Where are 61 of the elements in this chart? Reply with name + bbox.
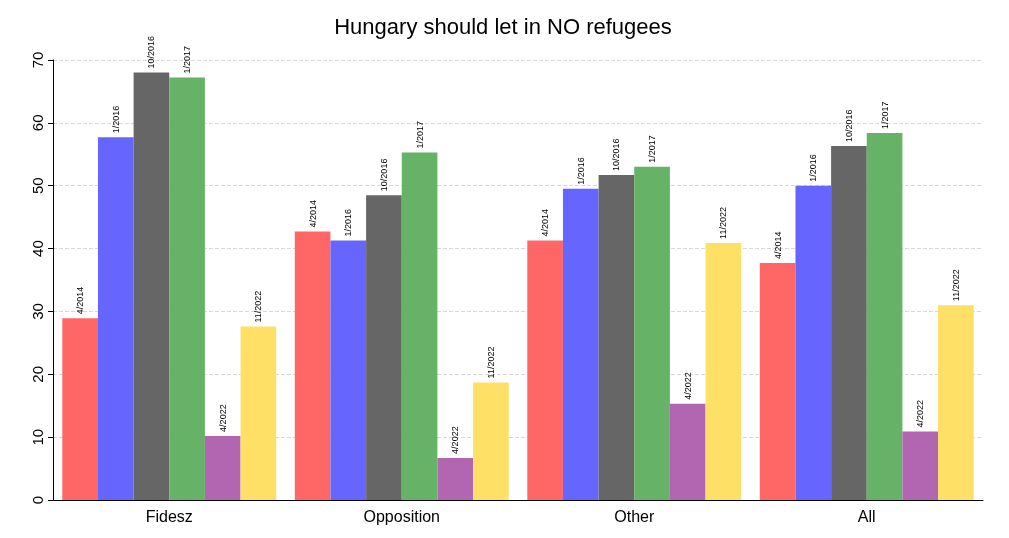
bar — [366, 195, 402, 500]
bar — [330, 240, 367, 500]
bar — [759, 263, 796, 500]
text: 1/2016 — [110, 105, 121, 134]
bar — [240, 326, 277, 500]
text: 4/2014 — [772, 231, 783, 260]
y-tick-label: 40 — [29, 240, 46, 257]
text: 10/2016 — [146, 36, 157, 69]
bar — [902, 431, 939, 500]
y-tick-label: 50 — [29, 177, 46, 195]
text: 4/2014 — [540, 208, 551, 237]
text: 11/2022 — [950, 269, 961, 302]
bar — [133, 72, 170, 500]
text: 10/2016 — [843, 109, 854, 143]
text: 4/2022 — [217, 404, 228, 432]
y-tick-label: 60 — [29, 114, 46, 132]
bar — [598, 175, 635, 500]
text: 1/2016 — [343, 208, 354, 237]
text: 4/2014 — [75, 286, 86, 315]
bar — [169, 77, 205, 500]
text: 10/2016 — [378, 158, 389, 192]
bar — [294, 231, 331, 500]
text: 1/2017 — [879, 101, 890, 129]
bar — [527, 240, 563, 500]
text: 4/2022 — [450, 426, 461, 454]
text: 1/2017 — [647, 135, 658, 163]
bar — [473, 382, 509, 500]
bar — [831, 146, 867, 500]
bar — [634, 166, 670, 500]
y-tick-label: 70 — [29, 51, 46, 69]
y-tick-label: 20 — [29, 365, 46, 383]
y-tick-label: 10 — [29, 428, 46, 446]
y-tick-label: 0 — [29, 495, 46, 505]
text: 11/2022 — [485, 346, 496, 379]
bar — [866, 132, 903, 500]
bar — [62, 318, 98, 500]
bar — [401, 152, 438, 500]
text: 10/2016 — [611, 138, 622, 172]
bar — [437, 457, 474, 500]
chart-title: Hungary should let in NO refugees — [334, 13, 672, 39]
bar — [562, 188, 599, 500]
bar — [705, 242, 742, 500]
bar — [669, 403, 706, 500]
bar — [795, 185, 832, 500]
text: 1/2016 — [808, 154, 819, 182]
bar — [938, 305, 974, 500]
x-tick-label: Opposition — [363, 507, 440, 525]
text: 4/2022 — [915, 399, 926, 428]
x-tick-label: Other — [614, 507, 655, 525]
bar — [97, 137, 134, 500]
text: 1/2017 — [414, 120, 425, 149]
text: 11/2022 — [718, 207, 729, 239]
text: 1/2016 — [575, 157, 586, 185]
x-tick-label: All — [857, 507, 876, 525]
text: 4/2022 — [682, 372, 693, 400]
y-tick-label: 30 — [29, 303, 46, 320]
text: 4/2014 — [307, 200, 318, 228]
x-tick-label: Fidesz — [145, 507, 193, 525]
text: 11/2022 — [253, 290, 264, 323]
bar — [204, 435, 241, 500]
text: 1/2017 — [182, 46, 193, 74]
